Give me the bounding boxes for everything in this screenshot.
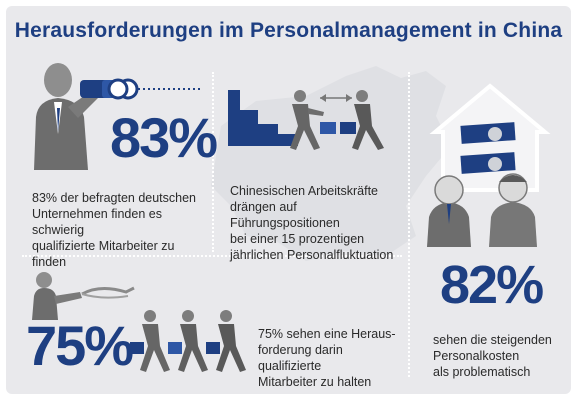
fluctuation-line-4: jährlichen Personalfluktuation xyxy=(230,248,394,262)
costs-text: sehen die steigenden Personalkosten als … xyxy=(433,332,563,380)
recruiting-line-2: Unternehmen finden es schwierig xyxy=(32,207,162,237)
percent-83: 83% xyxy=(110,106,218,169)
costs-line-3: als problematisch xyxy=(433,365,531,379)
recruiting-line-1: 83% der befragten deutschen xyxy=(32,191,197,205)
divider-vertical-right xyxy=(408,72,410,377)
costs-line-2: Personalkosten xyxy=(433,349,520,363)
costs-line-1: sehen die steigenden xyxy=(433,333,552,347)
retention-line-3: Mitarbeiter zu halten xyxy=(258,375,372,389)
staircase-icon xyxy=(228,90,384,150)
fluctuation-line-2: drängen auf Führungspositionen xyxy=(230,200,340,230)
runners-icon xyxy=(130,310,246,372)
divider-horizontal xyxy=(22,255,402,257)
money-house-icon xyxy=(427,83,551,247)
retention-line-2: forderung darin qualifizierte xyxy=(258,343,343,373)
page-title: Herausforderungen im Personalmanagement … xyxy=(14,19,563,42)
binoculars-icon xyxy=(34,63,200,170)
fluctuation-line-3: bei einer 15 prozentigen xyxy=(230,232,365,246)
fluctuation-text: Chinesischen Arbeitskräfte drängen auf F… xyxy=(230,183,408,263)
infographic-frame xyxy=(6,6,571,394)
retention-line-1: 75% sehen eine Heraus- xyxy=(258,327,396,341)
divider-vertical-left xyxy=(212,72,214,252)
manager-icon xyxy=(32,272,135,320)
recruiting-text: 83% der befragten deutschen Unternehmen … xyxy=(32,190,210,270)
percent-82: 82% xyxy=(440,255,544,315)
retention-text: 75% sehen eine Heraus- forderung darin q… xyxy=(258,326,408,390)
recruiting-line-3: qualifizierte Mitarbeiter zu finden xyxy=(32,239,175,269)
percent-75: 75% xyxy=(26,314,134,377)
fluctuation-line-1: Chinesischen Arbeitskräfte xyxy=(230,184,378,198)
china-map-background xyxy=(211,66,451,261)
